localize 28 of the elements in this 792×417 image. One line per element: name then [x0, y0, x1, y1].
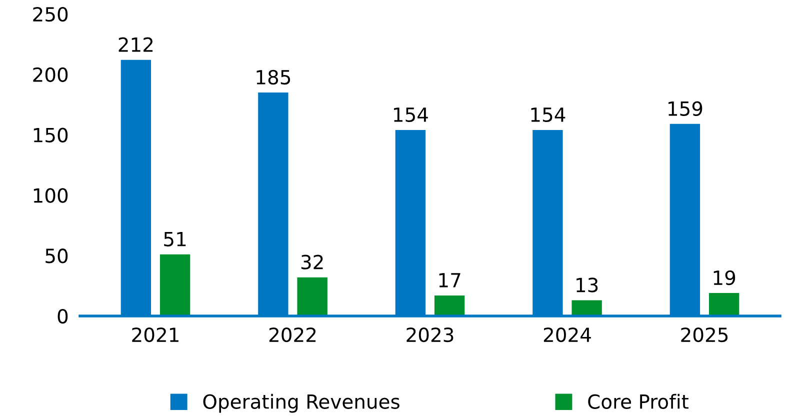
data-label: 17 [439, 273, 460, 288]
bar [160, 254, 190, 316]
y-tick-label: 150 [34, 128, 68, 142]
bar [297, 277, 328, 316]
y-tick-label: 0 [58, 308, 68, 324]
legend-label: Core Profit [588, 394, 688, 409]
y-tick-label: 200 [33, 67, 68, 82]
data-label: 154 [394, 108, 428, 122]
y-tick-label: 50 [46, 248, 68, 264]
x-tick-label: 2022 [269, 327, 316, 342]
data-label: 51 [164, 232, 186, 246]
y-tick-label: 100 [34, 188, 68, 203]
data-label: 19 [714, 270, 736, 286]
x-tick-label: 2025 [681, 327, 728, 342]
data-label: 13 [576, 278, 598, 292]
bar [434, 295, 465, 316]
legend-label: Operating Revenues [203, 394, 400, 413]
x-tick-label: 2024 [544, 327, 591, 342]
bar [572, 300, 602, 316]
data-label: 185 [256, 70, 290, 85]
x-tick-label: 2021 [132, 327, 178, 342]
y-tick-label: 250 [33, 6, 68, 22]
data-label: 212 [118, 37, 153, 52]
bar [708, 293, 740, 316]
data-label: 154 [531, 108, 566, 122]
data-label: 159 [668, 101, 702, 116]
x-tick-label: 2023 [406, 327, 454, 342]
data-label: 32 [301, 254, 323, 270]
